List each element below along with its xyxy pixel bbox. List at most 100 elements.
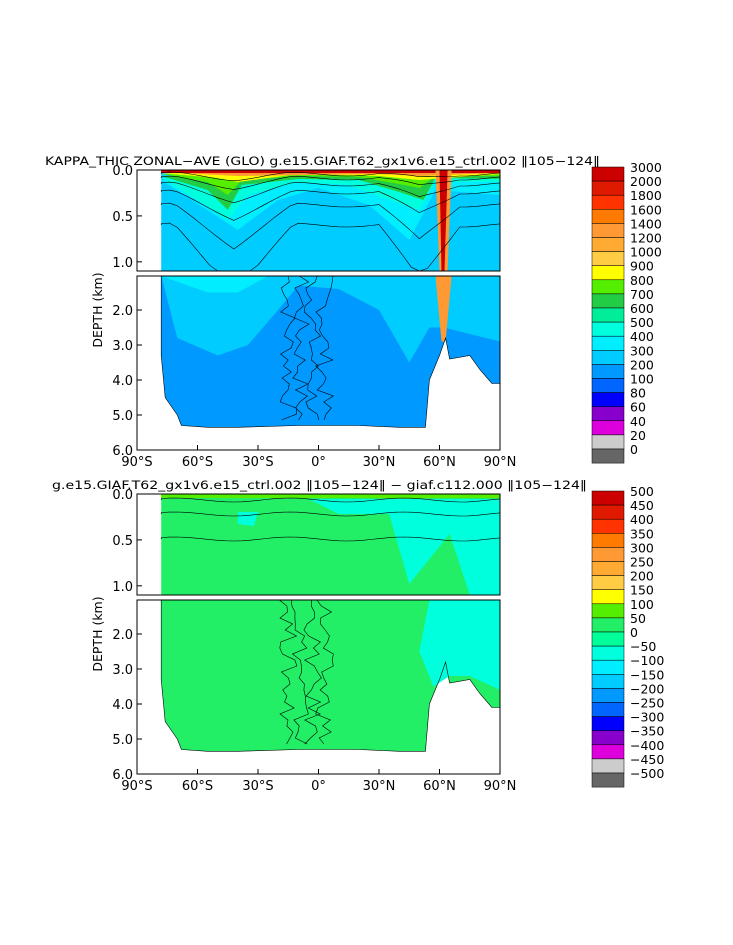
colorbar-swatch [591, 420, 625, 436]
colorbar-swatch [591, 518, 625, 534]
colorbar-swatch [591, 223, 625, 238]
colorbar-label: −200 [630, 681, 664, 696]
x-tick-label: 30°S [242, 455, 273, 470]
colorbar-swatch [591, 209, 625, 224]
y-tick-label: 0.5 [112, 534, 133, 549]
field-region-400-lower [161, 276, 269, 293]
y-tick-label: 5.0 [112, 409, 133, 424]
colorbar-swatch [591, 378, 625, 393]
colorbar-label: 150 [630, 583, 654, 598]
field-region-0-lower [419, 600, 500, 690]
colorbar-swatch [591, 504, 625, 520]
x-tick-label: 30°S [242, 779, 273, 794]
x-tick-label: 30°N [363, 455, 396, 470]
colorbar: 3000200018001600140012001000900800700600… [591, 160, 662, 464]
colorbar-label: 0 [630, 625, 638, 640]
colorbar-label: 800 [630, 273, 654, 288]
colorbar-label: 200 [630, 569, 654, 584]
colorbar-label: −300 [630, 710, 664, 725]
y-tick-label: 5.0 [112, 733, 133, 748]
colorbar-label: 300 [630, 343, 654, 358]
colorbar-swatch [591, 307, 625, 323]
x-tick-label: 30°N [363, 779, 396, 794]
colorbar-swatch [591, 547, 625, 562]
colorbar-swatch [591, 645, 625, 661]
y-tick-label: 1.0 [112, 580, 133, 595]
colorbar-swatch [591, 575, 625, 590]
colorbar-label: 100 [630, 597, 654, 612]
colorbar-label: −250 [630, 696, 664, 711]
contour-lines [160, 171, 500, 428]
colorbar-swatch [591, 406, 625, 422]
y-tick-label: 4.0 [112, 698, 133, 713]
colorbar-label: 2000 [630, 174, 662, 189]
colorbar-label: −350 [630, 724, 664, 739]
chart-title: KAPPA_THIC ZONAL−AVE (GLO) g.e15.GIAF.T6… [45, 154, 600, 168]
colorbar-label: 300 [630, 540, 654, 555]
chart-panel-2: g.e15.GIAF.T62_gx1v6.e15_ctrl.002 ‖105−1… [52, 478, 664, 794]
upper-frame [136, 493, 501, 596]
colorbar-label: 400 [630, 329, 654, 344]
y-tick-label: 3.0 [112, 663, 133, 678]
y-tick-label: 6.0 [112, 444, 133, 459]
colorbar-label: 1200 [630, 231, 662, 246]
colorbar-label: 250 [630, 555, 654, 570]
colorbar-label: −500 [630, 766, 664, 781]
field-region-50-lower [161, 600, 500, 752]
colorbar-label: 700 [630, 287, 654, 302]
contour-lines [160, 497, 500, 752]
colorbar-label: 1000 [630, 245, 662, 260]
colorbar-label: −100 [630, 653, 664, 668]
chart-panel-1: KAPPA_THIC ZONAL−AVE (GLO) g.e15.GIAF.T6… [45, 154, 662, 470]
y-tick-label: 6.0 [112, 768, 133, 783]
colorbar-swatch [591, 194, 625, 210]
colorbar-label: 50 [630, 611, 646, 626]
colorbar-swatch [591, 166, 625, 182]
y-tick-label: 3.0 [112, 339, 133, 354]
colorbar-label: 0 [630, 442, 638, 457]
panel-gap [137, 271, 500, 276]
colorbar-swatch [591, 321, 625, 337]
colorbar-label: −50 [630, 639, 656, 654]
x-tick-label: 60°S [182, 779, 213, 794]
y-axis-label: DEPTH (km) [90, 596, 105, 671]
colorbar-label: 400 [630, 512, 654, 527]
y-tick-label: 2.0 [112, 304, 133, 319]
colorbar-label: 350 [630, 526, 654, 541]
field-plume-lower [435, 276, 452, 342]
colorbar-swatch [591, 772, 625, 788]
colorbar-label: 900 [630, 259, 654, 274]
contour-field [160, 170, 500, 428]
colorbar-label: −150 [630, 667, 664, 682]
colorbar-label: 3000 [630, 160, 662, 175]
x-tick-label: 90°N [484, 779, 517, 794]
colorbar-swatch [591, 744, 625, 760]
colorbar-swatch [591, 392, 625, 407]
x-tick-label: 60°N [423, 779, 456, 794]
colorbar-swatch [591, 702, 625, 717]
y-tick-label: 2.0 [112, 628, 133, 643]
colorbar-label: 60 [630, 400, 646, 415]
colorbar-label: 20 [630, 428, 646, 443]
y-axis-label: DEPTH (km) [90, 272, 105, 347]
colorbar-label: 200 [630, 357, 654, 372]
colorbar-swatch [591, 603, 625, 619]
colorbar-swatch [591, 617, 625, 633]
colorbar-label: 500 [630, 484, 654, 499]
y-tick-label: 4.0 [112, 374, 133, 389]
colorbar-swatch [591, 279, 625, 295]
y-tick-label: 1.0 [112, 256, 133, 271]
y-tick-label: 0.5 [112, 210, 133, 225]
colorbar-swatch [591, 265, 625, 281]
y-tick-label: 0.0 [112, 488, 133, 503]
colorbar-label: −450 [630, 752, 664, 767]
colorbar-swatch [591, 448, 625, 464]
colorbar-swatch [591, 659, 625, 675]
x-tick-label: 90°S [121, 779, 152, 794]
colorbar-label: 1600 [630, 202, 662, 217]
chart-title: g.e15.GIAF.T62_gx1v6.e15_ctrl.002 ‖105−1… [52, 478, 587, 492]
colorbar-swatch [591, 180, 625, 196]
colorbar-swatch [591, 631, 625, 647]
colorbar-swatch [591, 674, 625, 689]
